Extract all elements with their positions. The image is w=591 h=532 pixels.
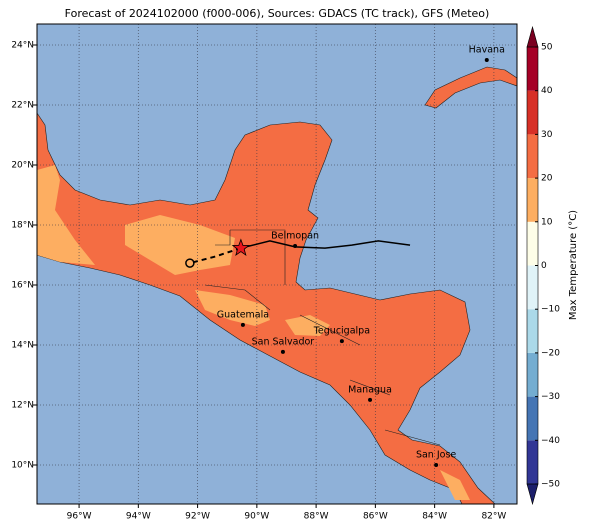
colorbar-tick-label: −40: [541, 436, 560, 446]
warm-area: [37, 165, 95, 265]
colorbar-bin: [527, 352, 538, 397]
warm-area: [285, 315, 330, 336]
y-tick-label: 16°N: [11, 281, 34, 291]
x-tick-label: 86°W: [363, 512, 388, 522]
city-label: Managua: [348, 384, 392, 395]
y-tick-label: 14°N: [11, 341, 34, 351]
land: [37, 112, 517, 504]
colorbar-tick-label: 20: [541, 174, 553, 184]
colorbar-bin: [527, 47, 538, 91]
x-tick-label: 84°W: [422, 512, 447, 522]
colorbar-tick-label: −10: [541, 305, 560, 315]
warm-area: [440, 470, 470, 500]
y-tick-label: 20°N: [11, 161, 34, 171]
map-frame: [36, 23, 518, 505]
x-tick-label: 96°W: [67, 512, 92, 522]
colorbar-tick-label: −50: [541, 480, 560, 490]
city-dot: [339, 339, 344, 344]
warm-area: [195, 290, 270, 326]
y-tick-label: 12°N: [11, 401, 34, 411]
y-tick-label: 24°N: [11, 41, 34, 51]
city-dot: [368, 397, 373, 402]
city-dot: [280, 349, 285, 354]
track: [240, 240, 411, 249]
colorbar-bin: [527, 221, 538, 266]
storm-position: [231, 238, 251, 256]
x-tick-label: 92°W: [185, 512, 210, 522]
forecast-position: [185, 258, 195, 268]
colorbar-bin: [527, 134, 538, 179]
city-dot: [240, 322, 245, 327]
y-tick-label: 10°N: [11, 461, 34, 471]
x-tick-label: 88°W: [304, 512, 329, 522]
colorbar-bin: [527, 90, 538, 135]
title: Forecast of 2024102000 (f000-006), Sourc…: [65, 7, 490, 20]
colorbar-tick-label: 30: [541, 130, 553, 140]
warm-area: [125, 215, 235, 275]
colorbar-tick-label: 50: [541, 43, 553, 53]
colorbar-bin: [527, 178, 538, 222]
x-tick-label: 90°W: [244, 512, 269, 522]
city-label: Havana: [469, 45, 505, 56]
x-tick-label: 94°W: [126, 512, 151, 522]
city-label: San Salvador: [252, 336, 315, 347]
city-label: Belmopan: [271, 231, 319, 242]
colorbar-tick-label: −30: [541, 392, 560, 402]
colorbar-bin: [527, 309, 538, 353]
colorbar-bin: [527, 396, 538, 441]
colorbar-label: Max Temperature (°C): [568, 210, 579, 320]
colorbar-tick-label: 40: [541, 86, 553, 96]
city-label: San Jose: [416, 450, 456, 461]
land: [424, 66, 517, 109]
city-dot: [434, 463, 439, 467]
city-dot: [484, 58, 489, 62]
y-tick-label: 22°N: [11, 101, 34, 111]
colorbar-tick-label: −20: [541, 348, 560, 358]
colorbar-extend: [526, 25, 539, 48]
colorbar-bin: [527, 265, 538, 310]
colorbar-tick-label: 0: [541, 261, 547, 271]
colorbar-extend: [526, 483, 539, 506]
city-dot: [293, 244, 298, 248]
y-tick-label: 18°N: [11, 221, 34, 231]
colorbar-bin: [527, 440, 538, 484]
city-label: Tegucigalpa: [313, 326, 370, 337]
border: [204, 229, 441, 446]
city-label: Guatemala: [217, 309, 269, 320]
colorbar-tick-label: 10: [541, 217, 553, 227]
x-tick-label: 82°W: [481, 512, 506, 522]
